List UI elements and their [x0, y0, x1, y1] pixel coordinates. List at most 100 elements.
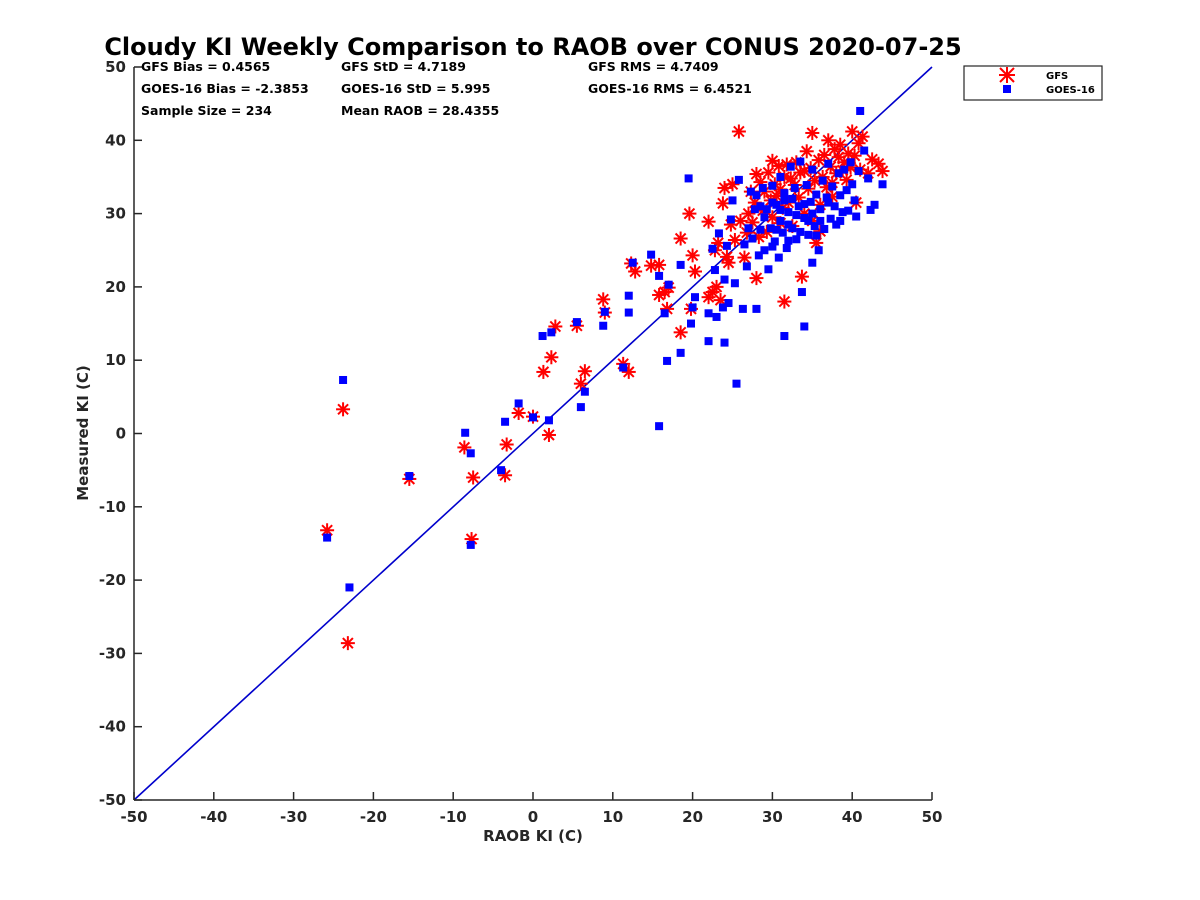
- chart-title: Cloudy KI Weekly Comparison to RAOB over…: [104, 33, 961, 61]
- gfs-point: [727, 232, 742, 247]
- gfs-std-annotation: GFS StD = 4.7189: [341, 59, 466, 74]
- goes-16-point: [776, 216, 785, 225]
- goes-16-point: [742, 262, 751, 271]
- y-tick-label: -40: [99, 718, 126, 736]
- goes-16-point: [461, 428, 470, 437]
- gfs-point: [845, 124, 860, 139]
- goes-16-point: [724, 299, 733, 308]
- goes-16-point: [704, 337, 713, 346]
- gfs-point: [777, 294, 792, 309]
- goes-16-point: [466, 449, 475, 458]
- gfs-point: [536, 364, 551, 379]
- goes-16-point: [776, 205, 785, 214]
- goes-16-point: [768, 181, 777, 190]
- legend-gfs-marker: [999, 67, 1015, 83]
- goes-16-point: [619, 363, 628, 372]
- goes-16-point: [760, 246, 769, 255]
- goes-16-point: [834, 169, 843, 178]
- goes-16-point: [738, 304, 747, 313]
- gfs-point: [749, 271, 764, 286]
- goes-16-point: [828, 182, 837, 191]
- y-tick-label: 0: [116, 425, 126, 443]
- gfs-point: [715, 196, 730, 211]
- goes-16-point: [804, 216, 813, 225]
- gfs-point: [687, 264, 702, 279]
- gfs-point: [628, 264, 643, 279]
- goes-16-point: [544, 416, 553, 425]
- legend: GFS GOES-16: [963, 65, 1103, 101]
- gfs-point: [673, 231, 688, 246]
- goes-16-point: [728, 196, 737, 205]
- gfs-point: [799, 144, 814, 159]
- goes-16-point: [501, 417, 510, 426]
- y-tick-label: 10: [105, 351, 126, 369]
- goes-16-point: [712, 312, 721, 321]
- y-tick-label: -20: [99, 571, 126, 589]
- goes-16-point: [788, 194, 797, 203]
- goes-16-point: [704, 309, 713, 318]
- goes-16-point: [714, 229, 723, 238]
- goes-16-point: [323, 533, 332, 542]
- goes-16-point: [774, 253, 783, 262]
- gfs-bias-annotation: GFS Bias = 0.4565: [141, 59, 270, 74]
- goes-16-point: [752, 191, 761, 200]
- goes-16-point: [768, 242, 777, 251]
- gfs-point: [821, 133, 836, 148]
- goes-16-point: [824, 198, 833, 207]
- gfs-point: [499, 437, 514, 452]
- goes-16-point: [802, 181, 811, 190]
- goes-16-point: [647, 250, 656, 259]
- goes-16-point: [688, 303, 697, 312]
- goes-16-point: [812, 231, 821, 240]
- goes-16-point: [514, 399, 523, 408]
- goes-16-point: [840, 165, 849, 174]
- goes-16-point: [720, 275, 729, 284]
- goes-16-point: [710, 266, 719, 275]
- goes-16-point: [797, 288, 806, 297]
- goes-16-point: [870, 200, 879, 209]
- goes-16-point: [796, 157, 805, 166]
- gfs-point: [709, 279, 724, 294]
- y-tick-label: 20: [105, 278, 126, 296]
- x-axis-label: RAOB KI (C): [483, 827, 583, 845]
- gfs-point: [596, 292, 611, 307]
- goes-16-point: [784, 236, 793, 245]
- gfs-point: [511, 405, 526, 420]
- goes-16-point: [405, 472, 414, 481]
- goes-16-point: [655, 271, 664, 280]
- goes-16-point: [772, 225, 781, 234]
- goes-16-point: [766, 224, 775, 233]
- gfs-point: [855, 129, 870, 144]
- goes-16-point: [754, 251, 763, 260]
- gfs-point: [573, 376, 588, 391]
- gfs-point: [721, 255, 736, 270]
- gfs-point: [685, 248, 700, 263]
- goes-16-point: [804, 230, 813, 239]
- goes-16-point: [856, 106, 865, 115]
- gfs-point: [731, 124, 746, 139]
- goes-16-point: [497, 466, 506, 475]
- goes-16-point: [790, 183, 799, 192]
- goes-16-point: [830, 202, 839, 211]
- goes-16-point: [836, 191, 845, 200]
- goes-16-point: [676, 348, 685, 357]
- goes-16-point: [748, 234, 757, 243]
- goes-16-point: [792, 211, 801, 220]
- goes-16-point: [345, 583, 354, 592]
- x-tick-label: 20: [682, 808, 703, 826]
- gfs-point: [457, 440, 472, 455]
- goes-16-point: [808, 258, 817, 267]
- y-tick-label: -10: [99, 498, 126, 516]
- goes-16-point: [806, 197, 815, 206]
- gfs-point: [541, 427, 556, 442]
- goes-16-point: [529, 413, 537, 422]
- goes-16-point: [780, 196, 789, 205]
- gfs-point: [794, 269, 809, 284]
- goes-16-point: [780, 189, 789, 198]
- goes-16-point: [878, 180, 887, 189]
- gfs-point: [765, 153, 780, 168]
- legend-goes-16-marker: [1003, 85, 1011, 93]
- goes-16-point: [768, 198, 777, 207]
- goes-16-point: [842, 186, 851, 195]
